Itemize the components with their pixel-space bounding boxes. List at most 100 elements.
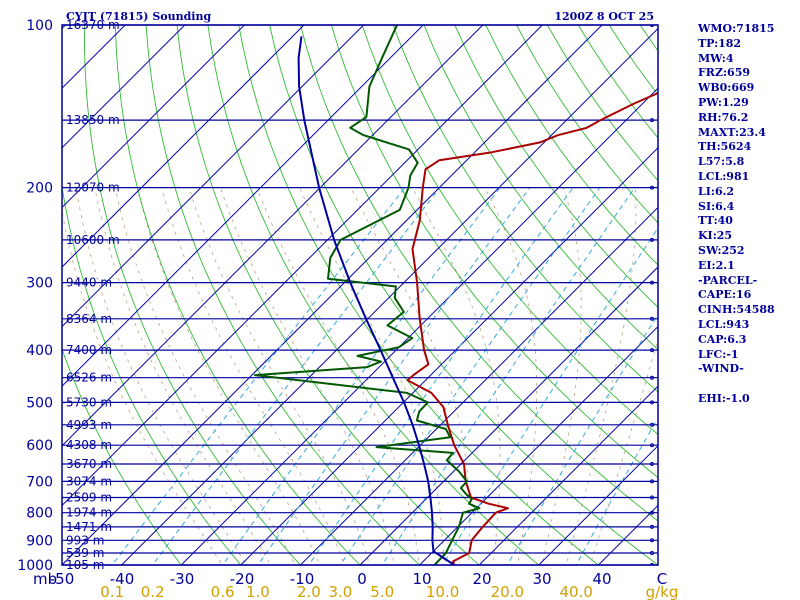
mixing-ratio-label: 3.0	[328, 583, 352, 600]
stability-indices-panel: WMO:71815 TP:182 MW:4 FRZ:659 WB0:669 PW:1.29…	[698, 22, 775, 407]
isotherm	[62, 25, 424, 387]
index-item: WMO:71815	[698, 22, 775, 35]
height-label: 13850 m	[66, 113, 120, 127]
height-label: 1974 m	[66, 506, 112, 520]
dry-adiabat	[62, 183, 242, 565]
pressure-label: 400	[26, 343, 53, 359]
wind-barb	[650, 400, 654, 405]
height-label: 16370 m	[66, 18, 120, 32]
temperature-tick-label: -20	[230, 570, 255, 588]
temperature-tick-label: -50	[50, 570, 75, 588]
wind-barb	[650, 510, 654, 515]
wind-barb	[650, 280, 654, 285]
mixing-ratio-line	[442, 227, 658, 565]
temperature-tick-label: 30	[532, 570, 551, 588]
index-item: TT:40	[698, 214, 733, 228]
wind-barb	[650, 495, 654, 500]
isotherm	[62, 25, 365, 328]
dry-adiabat	[300, 25, 658, 522]
wind-barb	[650, 479, 654, 484]
mixing-ratio-line	[339, 187, 601, 565]
index-item: EI:2.1	[698, 258, 735, 272]
moist-adiabat	[411, 187, 501, 565]
mixing-ratio-line	[308, 187, 574, 565]
index-item: SI:6.4	[698, 199, 735, 213]
wind-barb	[650, 375, 654, 380]
mixing-ratio-label: 40.0	[559, 583, 592, 600]
isotherm	[478, 385, 658, 565]
temperature-profile	[406, 91, 658, 565]
isotherm	[62, 25, 246, 209]
dry-adiabat	[794, 25, 800, 576]
moist-adiabat	[299, 187, 445, 565]
mixing-ratio-unit-label: g/kg	[646, 583, 679, 600]
wind-barb	[650, 185, 654, 190]
height-label: 4308 m	[66, 438, 112, 452]
temperature-tick-label: 0	[357, 570, 367, 588]
moist-adiabat	[541, 187, 582, 565]
dry-adiabat	[176, 25, 480, 565]
mixing-ratio-line	[221, 187, 501, 565]
mixing-ratio-label: 0.2	[141, 583, 165, 600]
index-item: PW:1.29	[698, 95, 749, 109]
index-item: LCL:943	[698, 317, 750, 331]
dry-adiabat	[485, 25, 658, 266]
isotherm	[62, 25, 305, 268]
index-item: TH:5624	[698, 140, 752, 154]
dry-adiabat	[207, 25, 540, 565]
isotherm	[62, 25, 186, 149]
moist-adiabat	[161, 187, 346, 565]
height-label: 5730 m	[66, 395, 112, 409]
moist-adiabat	[219, 187, 395, 565]
wind-barb	[650, 524, 654, 529]
temperature-tick-label: 40	[592, 570, 611, 588]
wind-barb	[650, 118, 654, 123]
temperature-tick-label: C	[657, 570, 667, 588]
mixing-ratio-line	[575, 416, 658, 565]
pressure-label: 300	[26, 276, 53, 292]
moist-adiabat	[62, 208, 223, 565]
mixing-ratio-label: 10.0	[426, 583, 459, 600]
wind-barb	[650, 443, 654, 448]
index-item: WB0:669	[698, 81, 755, 95]
dry-adiabat	[238, 25, 600, 565]
mixing-ratio-label: 5.0	[370, 583, 394, 600]
temperature-tick-label: -30	[170, 570, 195, 588]
index-item: MAXT:23.4	[698, 125, 766, 139]
mixing-ratio-line	[111, 187, 406, 565]
index-item: LFC:-1	[698, 347, 739, 361]
height-label: 105 m	[66, 558, 104, 572]
dry-adiabat	[145, 25, 421, 565]
pressure-label: 700	[26, 474, 53, 490]
wind-barb	[650, 563, 654, 565]
index-item	[698, 377, 775, 392]
pressure-label: 200	[26, 181, 53, 197]
dry-adiabat	[361, 25, 658, 436]
isotherm	[120, 27, 658, 565]
index-item: SW:252	[698, 243, 745, 257]
height-label: 539 m	[66, 546, 104, 560]
moist-adiabat	[188, 187, 370, 565]
height-label: 4993 m	[66, 418, 112, 432]
mixing-ratio-label: 1.0	[246, 583, 270, 600]
mixing-ratio-label: 2.0	[297, 583, 321, 600]
mixing-ratio-label: 0.6	[211, 583, 235, 600]
index-item: FRZ:659	[698, 66, 751, 80]
index-item: LCL:981	[698, 169, 750, 183]
mixing-ratio-line	[257, 187, 531, 565]
temperature-tick-label: 20	[472, 570, 491, 588]
dry-adiabat	[423, 25, 658, 351]
index-item: CINH:54588	[698, 303, 775, 317]
moist-adiabat	[136, 187, 321, 565]
mixing-ratio-label: 20.0	[491, 583, 524, 600]
chart-timestamp: 1200Z 8 OCT 25	[554, 10, 654, 23]
mixing-ratio-line	[506, 313, 658, 565]
pressure-label: 900	[26, 533, 53, 549]
index-item: TP:182	[698, 36, 742, 50]
index-item: KI:25	[698, 229, 733, 243]
dry-adiabat	[62, 347, 182, 565]
dry-adiabat	[83, 25, 302, 565]
index-item: RH:76.2	[698, 110, 749, 124]
index-item: CAP:6.3	[698, 332, 747, 346]
pressure-label: 1000	[17, 558, 53, 574]
